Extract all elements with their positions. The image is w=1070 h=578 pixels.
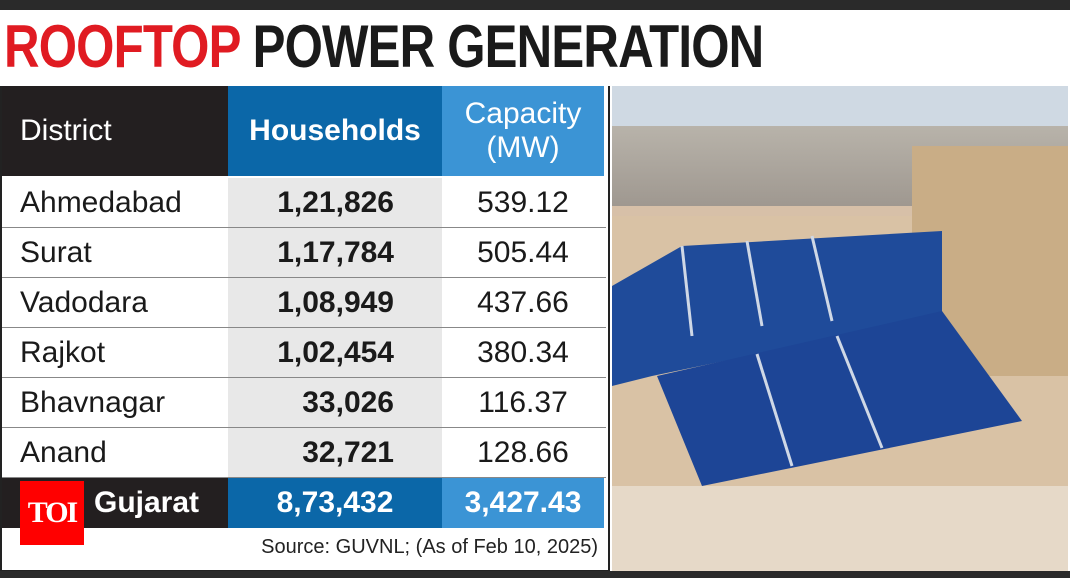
cell-district: Bhavnagar xyxy=(20,385,166,419)
cell-district: Vadodara xyxy=(20,285,148,319)
header-capacity-line1: Capacity xyxy=(464,97,582,130)
cell-households: 33,026 xyxy=(228,378,442,427)
header-capacity: Capacity (MW) xyxy=(442,86,604,176)
header-capacity-line2: (MW) xyxy=(486,131,560,164)
cell-capacity: 505.44 xyxy=(477,235,569,269)
data-table: District Households Capacity (MW) Ahmedab… xyxy=(0,86,610,572)
rooftop-solar-photo xyxy=(612,86,1068,571)
table-row: Surat 1,17,784 505.44 xyxy=(2,228,606,278)
bottom-border xyxy=(0,571,1070,578)
cell-capacity: 380.34 xyxy=(477,335,569,369)
top-border xyxy=(0,0,1070,10)
table-row: Vadodara 1,08,949 437.66 xyxy=(2,278,606,328)
header-district: District xyxy=(2,86,228,176)
cell-households: 1,02,454 xyxy=(228,328,442,377)
cell-district: Anand xyxy=(20,435,107,469)
cell-district: Rajkot xyxy=(20,335,106,369)
cell-households: 1,08,949 xyxy=(228,278,442,327)
total-row: Gujarat 8,73,432 3,427.43 xyxy=(2,478,606,528)
cell-households: 1,17,784 xyxy=(228,228,442,277)
table-row: Anand 32,721 128.66 xyxy=(2,428,606,478)
cell-capacity: 128.66 xyxy=(477,435,569,469)
table-header: District Households Capacity (MW) xyxy=(2,86,606,176)
total-capacity: 3,427.43 xyxy=(442,478,604,528)
table-row: Bhavnagar 33,026 116.37 xyxy=(2,378,606,428)
cell-capacity: 116.37 xyxy=(478,385,568,419)
cell-households: 32,721 xyxy=(228,428,442,477)
solar-panels-illustration xyxy=(612,146,1068,571)
total-district: Gujarat xyxy=(94,486,200,519)
cell-district: Surat xyxy=(20,235,92,269)
toi-logo: TOI xyxy=(20,481,84,545)
page-title: ROOFTOP POWER GENERATION xyxy=(4,13,765,80)
cell-district: Ahmedabad xyxy=(20,185,182,219)
header-households: Households xyxy=(228,86,442,176)
cell-capacity: 539.12 xyxy=(477,185,569,219)
cell-households: 1,21,826 xyxy=(228,178,442,227)
cell-capacity: 437.66 xyxy=(477,285,569,319)
title-red: ROOFTOP xyxy=(4,13,241,80)
source-note: Source: GUVNL; (As of Feb 10, 2025) xyxy=(261,536,598,558)
table-row: Ahmedabad 1,21,826 539.12 xyxy=(2,178,606,228)
table-row: Rajkot 1,02,454 380.34 xyxy=(2,328,606,378)
title-black: POWER GENERATION xyxy=(252,13,765,80)
total-households: 8,73,432 xyxy=(228,478,442,528)
